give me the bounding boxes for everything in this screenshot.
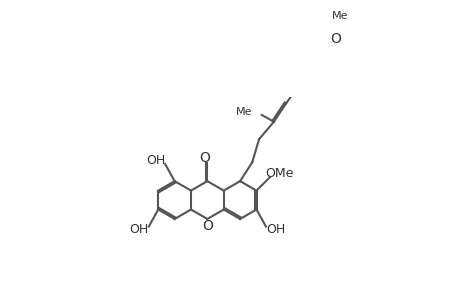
Text: OMe: OMe bbox=[264, 167, 293, 181]
Text: Me: Me bbox=[235, 107, 252, 117]
Text: O: O bbox=[329, 32, 340, 46]
Text: OH: OH bbox=[146, 154, 165, 167]
Text: OH: OH bbox=[265, 224, 285, 236]
Text: OH: OH bbox=[129, 224, 149, 236]
Text: O: O bbox=[202, 219, 213, 233]
Text: O: O bbox=[199, 151, 210, 165]
Text: Me: Me bbox=[331, 11, 347, 21]
